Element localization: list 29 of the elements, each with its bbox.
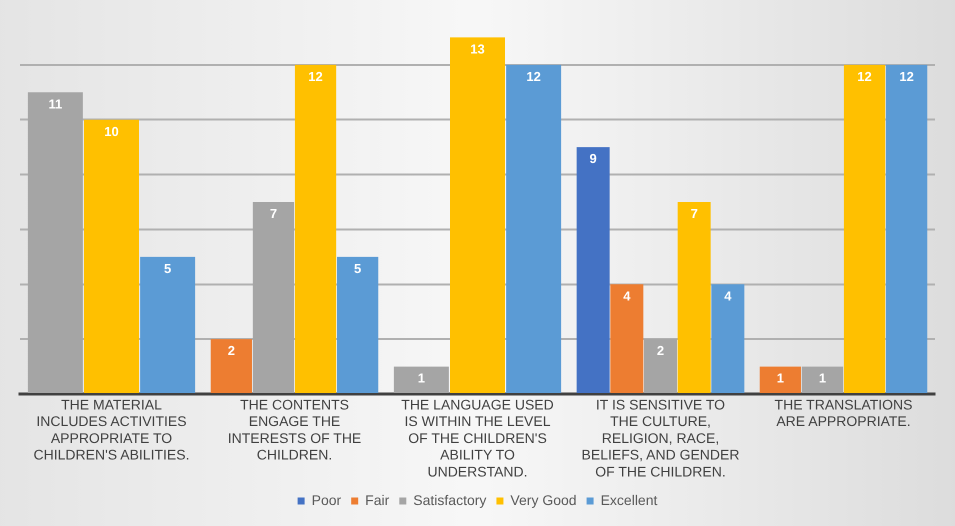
legend-label: Excellent (600, 492, 658, 508)
data-label: 11 (48, 96, 62, 112)
data-label: 7 (690, 206, 698, 222)
data-label: 13 (470, 42, 485, 57)
x-tick-label: THE MATERIAL INCLUDES ACTIVITIES APPROPRIATE TO CHILDREN'S ABILITIES. (34, 396, 190, 463)
data-label: 12 (308, 68, 323, 84)
data-label: 12 (857, 68, 872, 84)
legend-label: Poor (312, 492, 342, 508)
legend-label: Very Good (510, 492, 577, 508)
x-tick-label: THE TRANSLATIONS ARE APPROPRIATE. (774, 396, 912, 430)
data-label: 1 (776, 370, 784, 386)
data-label: 4 (623, 288, 632, 304)
data-label: 2 (656, 343, 664, 358)
legend-label: Satisfactory (413, 492, 486, 508)
x-tick-label: THE CONTENTS ENGAGE THE INTERESTS OF THE CHILDREN. (228, 396, 362, 463)
legend-label: Fair (365, 492, 390, 508)
data-label: 12 (899, 68, 914, 84)
data-label: 9 (590, 151, 597, 166)
data-label: 1 (418, 370, 425, 386)
data-label: 5 (164, 260, 172, 276)
data-label: 4 (724, 288, 732, 304)
data-label: 1 (818, 370, 826, 386)
data-label: 5 (354, 260, 362, 276)
data-label: 12 (526, 68, 541, 84)
data-label: 2 (228, 343, 235, 358)
x-tick-label: THE LANGUAGE USED IS WITHIN THE LEVEL OF THE CHILDREN'S ABILITY TO UNDERSTAND. (401, 396, 554, 480)
x-tick-label: IT IS SENSITIVE TO THE CULTURE, RELIGION, RACE, BELIEFS, AND GENDER OF THE CHILDREN. (582, 396, 740, 480)
data-label: 7 (270, 206, 278, 222)
data-label: 10 (104, 124, 119, 139)
